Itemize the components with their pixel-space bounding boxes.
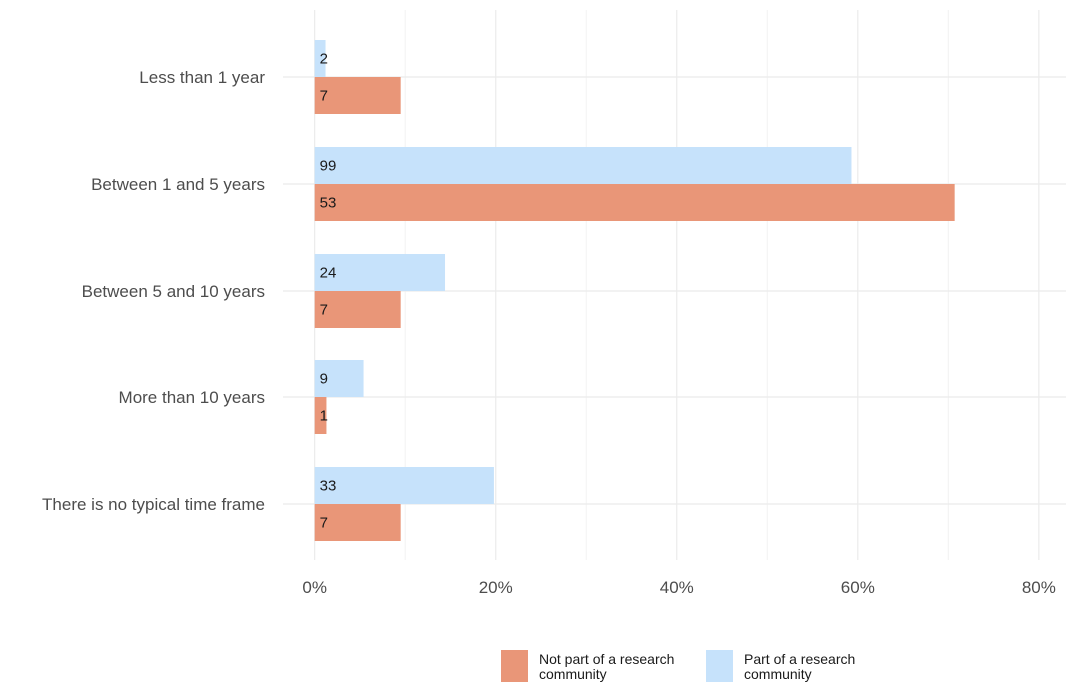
bar-part-of-community [314, 147, 852, 184]
count-label: 53 [320, 195, 337, 212]
count-label: 7 [320, 515, 328, 532]
count-label: 9 [320, 371, 328, 388]
y-axis-label: More than 10 years [119, 388, 265, 407]
bar-not-part-of-community [314, 77, 401, 114]
count-label: 2 [320, 51, 328, 68]
x-axis-tick-label: 20% [479, 578, 513, 597]
count-label: 7 [320, 302, 328, 319]
bar-not-part-of-community [314, 397, 327, 434]
x-axis-tick-label: 0% [302, 578, 327, 597]
y-axis-labels: Less than 1 year Between 1 and 5 years Bet… [42, 68, 265, 514]
legend-item: Not part of a research community [501, 650, 674, 682]
legend-swatch [706, 650, 733, 682]
count-label: 7 [320, 88, 328, 105]
y-axis-label: Less than 1 year [139, 68, 265, 87]
y-axis-label: Between 5 and 10 years [82, 282, 265, 301]
y-axis-label: Between 1 and 5 years [91, 175, 265, 194]
x-axis-tick-label: 40% [660, 578, 694, 597]
bar-part-of-community [314, 254, 446, 291]
count-labels: 2 7 99 53 24 7 9 1 33 7 [320, 51, 337, 532]
legend-label: Not part of a research community [539, 651, 674, 682]
x-axis-tick-labels: 0% 20% 40% 60% 80% [302, 578, 1055, 597]
legend: Not part of a research community Part of a… [501, 650, 855, 682]
y-axis-label: There is no typical time frame [42, 495, 265, 514]
bar-part-of-community [314, 360, 364, 397]
legend-swatch [501, 650, 528, 682]
legend-item: Part of a research community [706, 650, 855, 682]
count-label: 24 [320, 265, 337, 282]
x-axis-tick-label: 60% [841, 578, 875, 597]
bar-part-of-community [314, 40, 326, 77]
bar-not-part-of-community [314, 291, 401, 328]
bar-not-part-of-community [314, 504, 401, 541]
x-axis-tick-label: 80% [1022, 578, 1056, 597]
count-label: 1 [320, 408, 328, 425]
count-label: 99 [320, 158, 337, 175]
bars [314, 40, 955, 541]
bar-not-part-of-community [314, 184, 955, 221]
bar-part-of-community [314, 467, 494, 504]
count-label: 33 [320, 478, 337, 495]
legend-label: Part of a research community [744, 651, 855, 682]
